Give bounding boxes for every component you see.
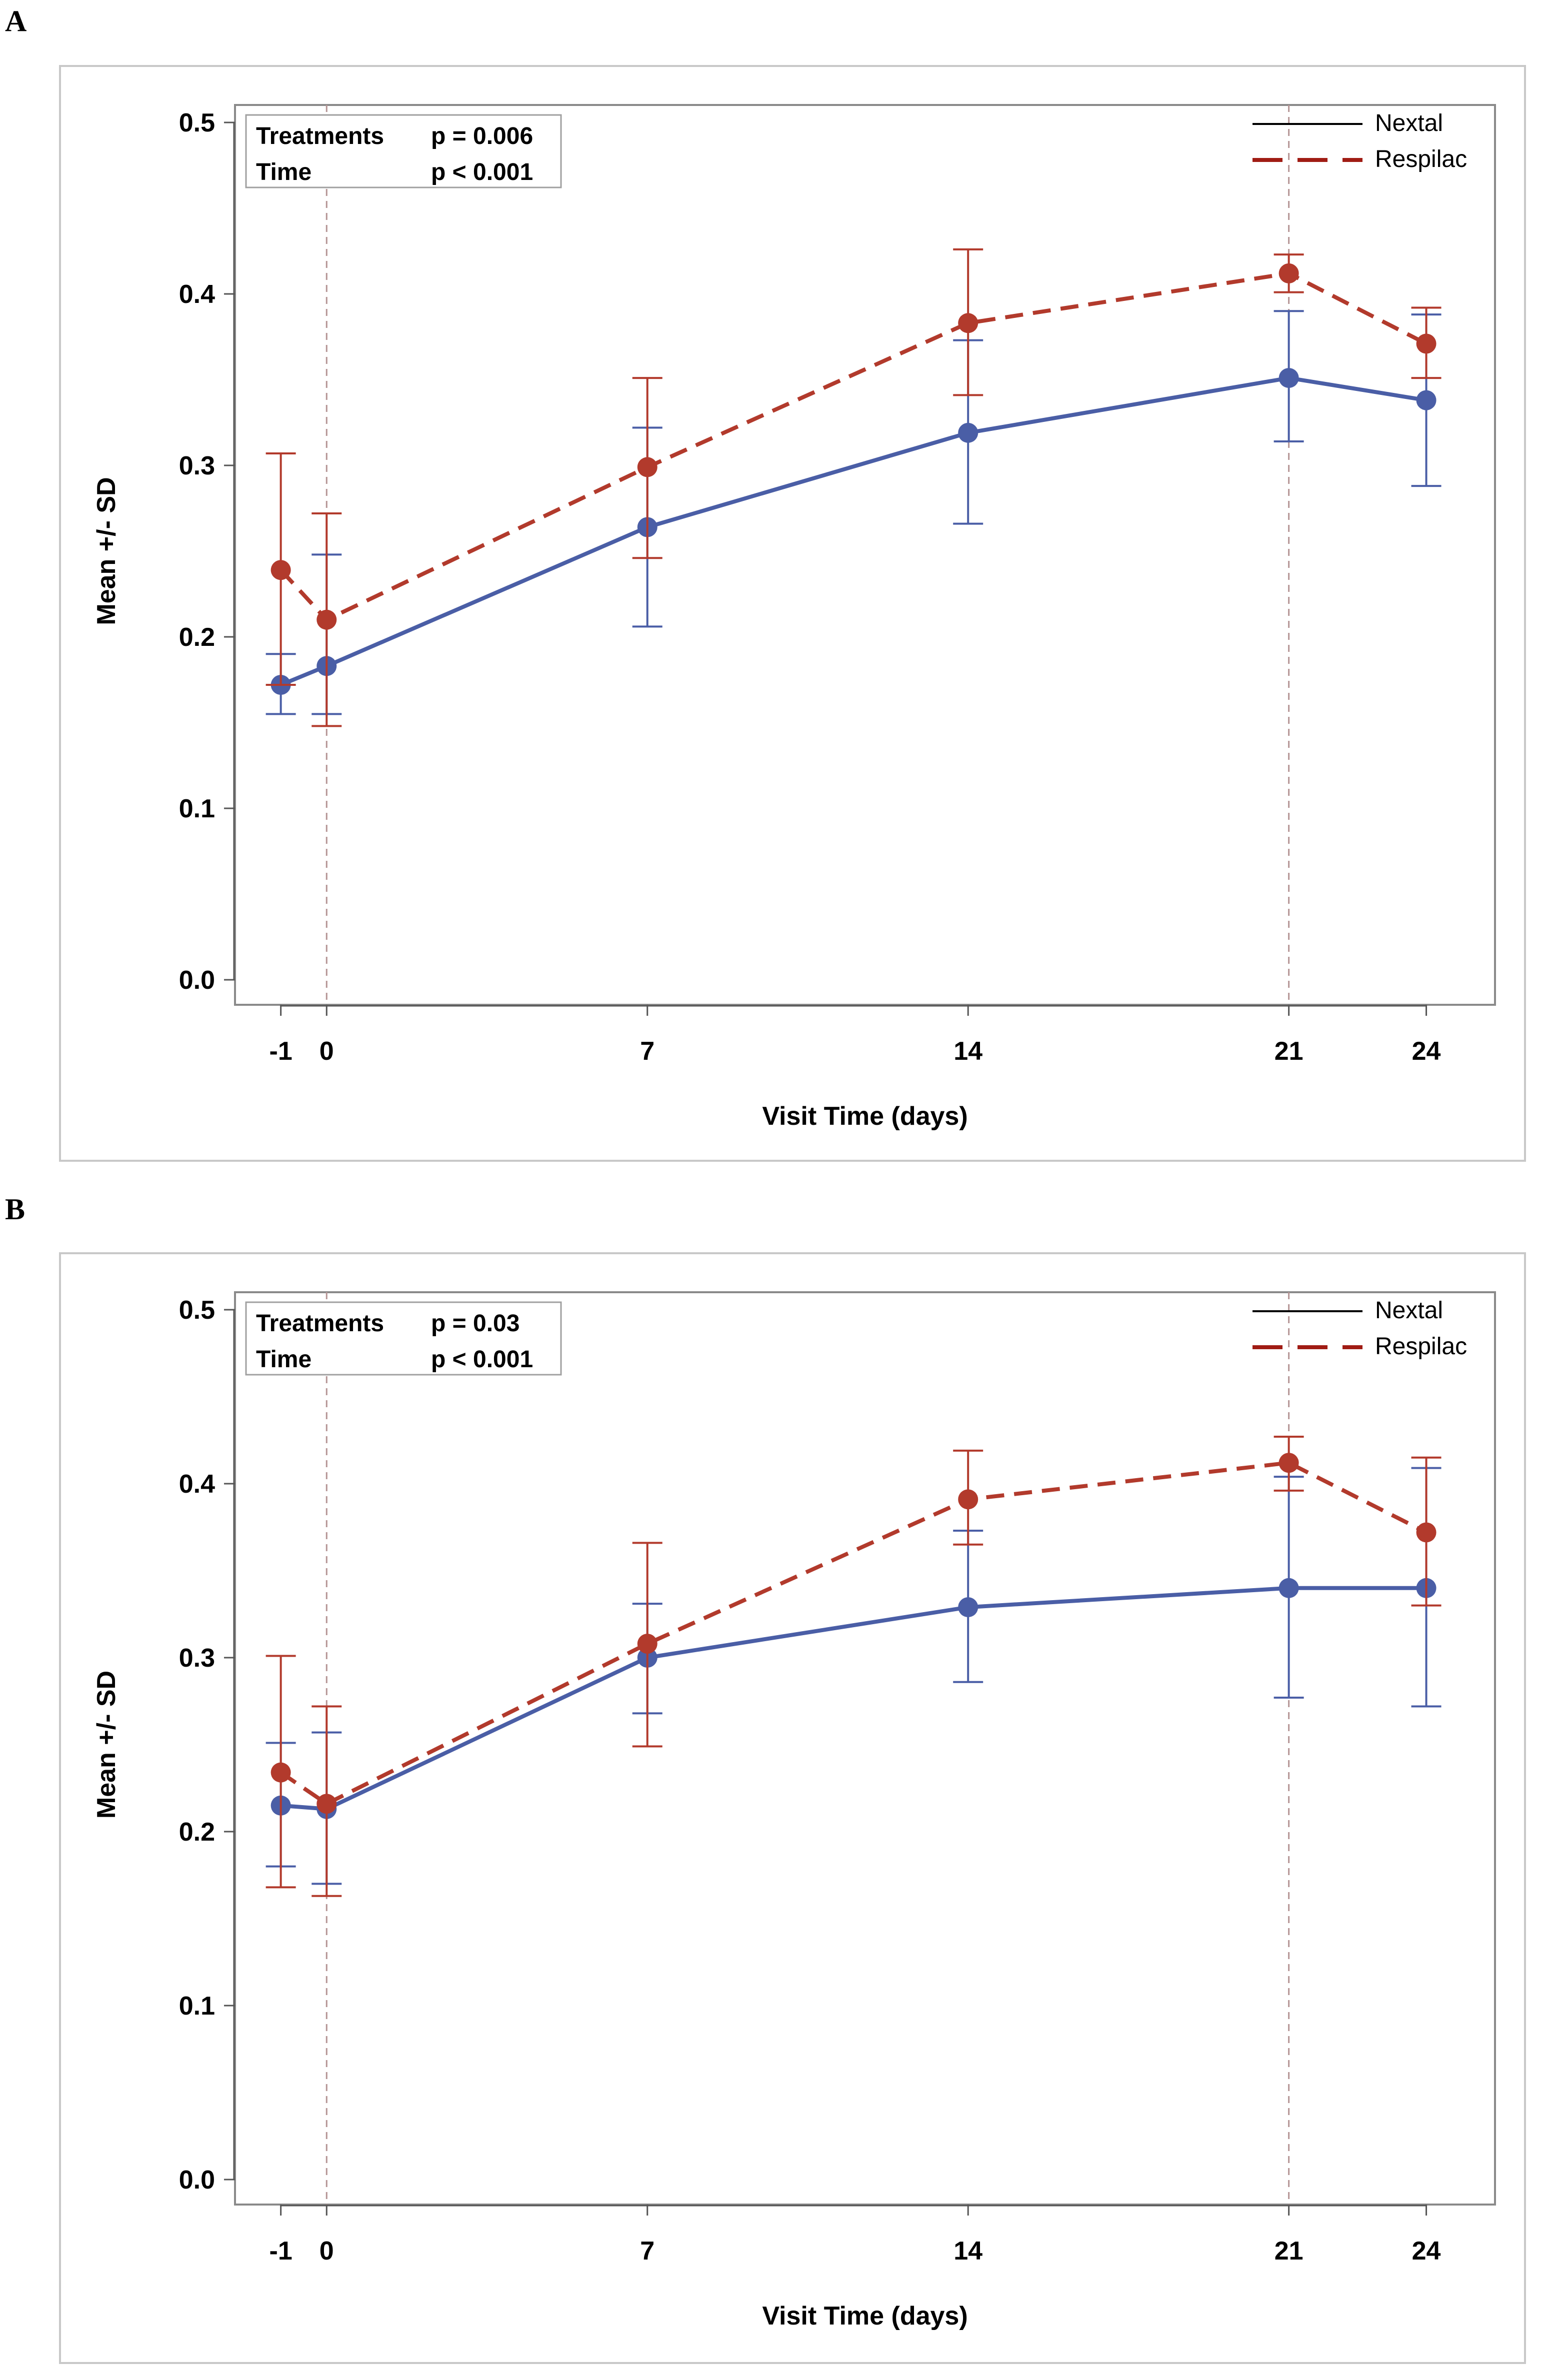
chart-panel-b: 0.0 0.1 0.2 0.3 0.4 0.5 -1 0 7 14 21 24 Visit Time (… [59,1252,1526,2364]
x-axis-title: Visit Time (days) [762,2302,968,2331]
data-point [1278,1578,1299,1598]
y-axis-title: Mean +/- SD [92,1671,121,1819]
y-tick-label: 0.1 [179,1992,215,2021]
x-tick-label: 21 [1274,2237,1304,2266]
x-tick-label: -1 [270,1037,292,1066]
x-tick-label: 0 [320,2237,334,2266]
panel-label-b: B [5,1193,26,1226]
y-tick-label: 0.0 [179,966,215,995]
plot-area [234,104,1496,1006]
stats-value: p = 0.006 [431,123,533,149]
stats-label: Time [256,159,312,185]
y-tick-label: 0.4 [179,1470,215,1499]
x-tick-label: 7 [640,2237,654,2266]
x-tick-label: 0 [320,1037,334,1066]
x-tick-label: 14 [954,1037,982,1066]
x-tick-label: 24 [1412,1037,1441,1066]
data-point [958,422,978,443]
y-tick-label: 0.3 [179,1644,215,1673]
stats-box [245,114,562,188]
series-respilac [266,1436,1442,1897]
data-point [316,609,337,630]
stats-value: p < 0.001 [431,159,533,185]
x-tick-label: -1 [270,2237,292,2266]
y-tick-label: 0.2 [179,1818,215,1847]
y-axis-title: Mean +/- SD [92,477,121,625]
data-point [1416,1522,1436,1543]
data-point [958,1597,978,1618]
stats-label: Treatments [256,123,384,149]
legend-label: Respilac [1375,1333,1467,1360]
data-point [637,1634,658,1654]
data-point [958,313,978,333]
data-point [1278,1453,1299,1473]
chart-panel-a: 0.0 0.1 0.2 0.3 0.4 0.5 -1 0 7 14 21 24 Visit Time (… [59,65,1526,1162]
x-axis-title: Visit Time (days) [762,1102,968,1131]
x-tick-label: 7 [640,1037,654,1066]
data-point [1278,368,1299,388]
legend-label: Nextal [1375,1297,1443,1324]
y-tick-label: 0.0 [179,2166,215,2195]
y-tick-label: 0.1 [179,794,215,823]
series-respilac [266,248,1442,727]
y-tick-label: 0.5 [179,1296,215,1325]
stats-label: Time [256,1346,312,1373]
panel-label-a: A [5,4,27,37]
stats-value: p < 0.001 [431,1346,533,1373]
y-tick-label: 0.3 [179,451,215,480]
y-tick-label: 0.5 [179,108,215,137]
legend-label: Nextal [1375,110,1443,136]
data-point [1416,390,1436,410]
chart-frame-outer [59,65,1526,1162]
plot-area [234,1291,1496,2206]
data-point [316,1794,337,1814]
y-tick-label: 0.4 [179,280,215,309]
stats-value: p = 0.03 [431,1310,520,1337]
x-tick-label: 24 [1412,2237,1441,2266]
data-point [1278,263,1299,283]
legend-label: Respilac [1375,146,1467,172]
series-line [279,271,1428,622]
data-point [270,1762,291,1783]
x-tick-label: 14 [954,2237,982,2266]
stats-box [245,1301,562,1376]
stats-label: Treatments [256,1310,384,1337]
series-line [280,1461,1428,1806]
data-point [270,560,291,580]
x-tick-label: 21 [1274,1037,1304,1066]
data-point [1416,333,1436,354]
data-point [958,1489,978,1510]
y-tick-label: 0.2 [179,623,215,652]
data-point [637,457,658,477]
